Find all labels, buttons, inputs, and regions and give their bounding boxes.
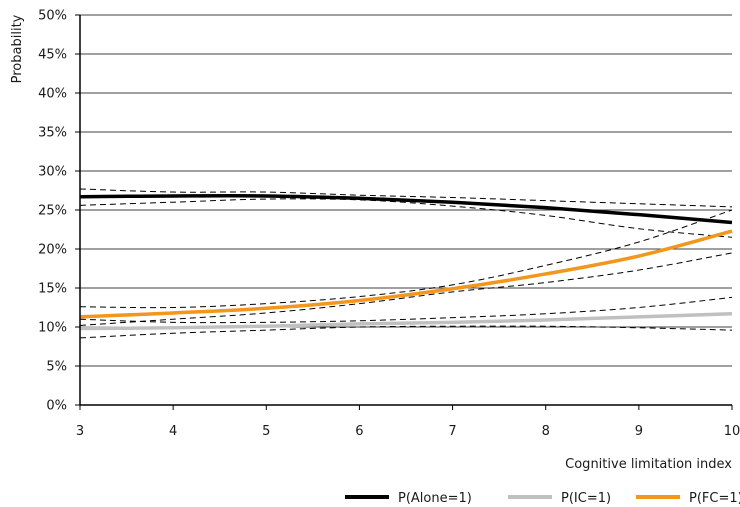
x-tick-label: 5 [262,424,270,439]
legend-label: P(Alone=1) [398,491,472,506]
x-axis-title: Cognitive limitation index [565,457,732,472]
ci-upper-p-fc-1 [79,209,733,309]
series-line-p-alone-1 [79,194,733,225]
ci-upper-p-ic-1 [79,296,733,324]
y-tick-label: 35% [38,126,67,141]
y-tick-label: 40% [38,87,67,102]
y-tick-label: 20% [38,243,67,258]
legend-item: P(IC=1) [508,491,611,506]
y-tick-label: 25% [38,204,67,219]
y-tick-label: 30% [38,165,67,180]
x-tick-label: 7 [448,424,456,439]
x-tick-label: 10 [724,424,740,439]
x-tick-label: 8 [542,424,550,439]
y-axis-title: Probability [10,14,25,83]
x-tick-label: 9 [635,424,643,439]
y-tick-label: 50% [38,9,67,24]
y-tick-label: 45% [38,48,67,63]
legend-item: P(FC=1) [636,491,740,506]
x-tick-label: 3 [76,424,84,439]
y-tick-label: 15% [38,282,67,297]
x-tick-label: 6 [355,424,363,439]
x-tick-label: 4 [169,424,177,439]
ci-lower-p-fc-1 [79,252,733,326]
ci-lower-p-alone-1 [79,198,733,238]
legend: P(Alone=1) P(IC=1) P(FC=1) [345,491,740,506]
series-line-p-ic-1 [79,311,733,331]
y-tick-label: 5% [46,360,67,375]
ci-lower-p-ic-1 [79,325,733,339]
legend-label: P(FC=1) [689,491,740,506]
series-layer [79,188,733,339]
y-tick-label: 0% [46,399,67,414]
series-line-p-fc-1 [79,229,733,319]
y-axis-ticks: 0% 5% 10% 15% 20% 25% 30% 35% 40% 45% 50% [38,9,80,414]
ci-upper-p-alone-1 [79,188,733,208]
y-tick-label: 10% [38,321,67,336]
legend-label: P(IC=1) [561,491,611,506]
x-axis-ticks: 3 4 5 6 7 8 9 10 [76,405,740,439]
legend-item: P(Alone=1) [345,491,472,506]
